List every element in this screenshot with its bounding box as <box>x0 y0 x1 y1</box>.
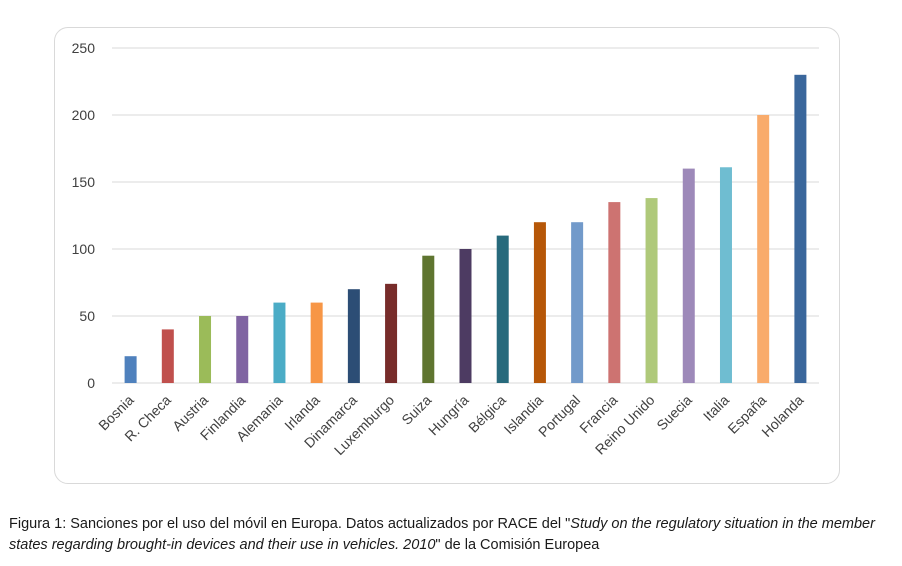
y-tick-label: 250 <box>72 40 96 56</box>
bar <box>533 222 546 383</box>
caption-source: " de la Comisión Europea <box>435 537 600 553</box>
bar <box>273 302 286 383</box>
bar <box>608 202 621 383</box>
chart-frame: 0 50 100 150 200 250 Bosnia R. Checa Austria Finl… <box>54 27 840 484</box>
bar <box>496 235 509 383</box>
x-tick-label: Portugal <box>535 392 583 440</box>
y-tick-label: 100 <box>72 241 96 257</box>
bar <box>422 255 435 383</box>
caption-study-title: Study on the regulatory situation in the… <box>9 516 875 553</box>
bar <box>645 198 658 383</box>
y-tick-label: 200 <box>72 107 96 123</box>
bar <box>310 302 323 383</box>
y-tick-label: 50 <box>79 308 95 324</box>
bar <box>719 167 732 383</box>
bar <box>347 289 360 383</box>
bar <box>757 115 770 383</box>
x-tick-label: Holanda <box>758 392 806 440</box>
bar <box>794 74 807 384</box>
x-tick-label: Italia <box>700 392 732 424</box>
bar <box>199 316 212 383</box>
bar <box>236 316 249 383</box>
figure-caption: Figura 1: Sanciones por el uso del móvil… <box>9 514 897 556</box>
x-tick-label: Hungría <box>425 392 472 439</box>
bar <box>682 168 695 383</box>
y-tick-label: 0 <box>87 375 95 391</box>
bar <box>124 356 137 383</box>
bar <box>161 329 174 383</box>
bar <box>571 222 584 383</box>
bar <box>459 249 472 383</box>
caption-text: Figura 1: Sanciones por el uso del móvil… <box>9 516 571 532</box>
x-tick-label: Suecia <box>653 392 695 434</box>
y-tick-label: 150 <box>72 174 96 190</box>
bar <box>385 283 398 383</box>
